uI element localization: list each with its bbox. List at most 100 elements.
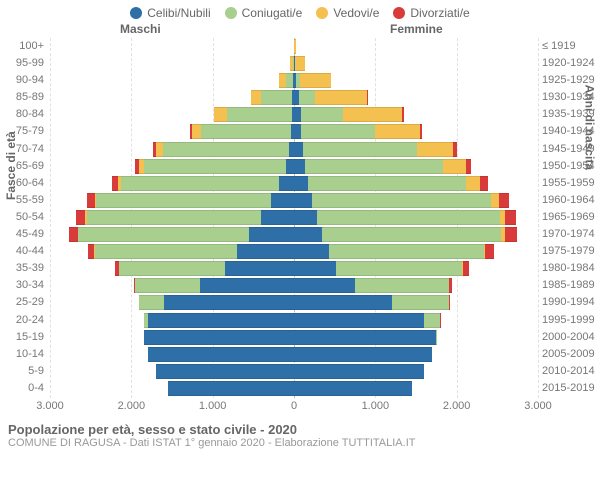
- female-bar: [294, 364, 424, 379]
- bar-segment: [163, 142, 289, 157]
- bar-segment: [402, 107, 404, 122]
- age-label: 45-49: [0, 226, 44, 243]
- female-bar: [294, 73, 331, 88]
- female-bar: [294, 227, 517, 242]
- bar-segment: [294, 295, 392, 310]
- bar-segment: [78, 227, 249, 242]
- bar-segment: [156, 364, 294, 379]
- birth-year-label: 1970-1974: [542, 226, 600, 243]
- age-row: 95-991920-1924: [50, 55, 538, 72]
- age-row: 70-741945-1949: [50, 141, 538, 158]
- age-label: 60-64: [0, 175, 44, 192]
- section-labels: Maschi Femmine: [0, 20, 600, 38]
- female-bar: [294, 159, 471, 174]
- bar-segment: [148, 313, 294, 328]
- legend-label: Vedovi/e: [333, 6, 379, 20]
- bar-segment: [279, 176, 294, 191]
- legend-swatch: [316, 7, 328, 19]
- male-bar: [135, 159, 294, 174]
- male-bar: [214, 107, 295, 122]
- bar-segment: [466, 176, 480, 191]
- age-label: 35-39: [0, 260, 44, 277]
- legend-label: Celibi/Nubili: [147, 6, 210, 20]
- bar-segment: [76, 210, 85, 225]
- birth-year-label: 1980-1984: [542, 260, 600, 277]
- bar-segment: [294, 193, 312, 208]
- birth-year-label: 1950-1954: [542, 158, 600, 175]
- bar-segment: [449, 295, 450, 310]
- birth-year-label: 1920-1924: [542, 55, 600, 72]
- female-heading: Femmine: [390, 22, 443, 36]
- male-bar: [69, 227, 294, 242]
- legend-label: Divorziati/e: [410, 6, 469, 20]
- bar-segment: [294, 210, 317, 225]
- female-bar: [294, 330, 437, 345]
- bar-segment: [227, 107, 292, 122]
- birth-year-label: 1985-1989: [542, 277, 600, 294]
- female-bar: [294, 39, 296, 54]
- x-tick-label: 3.000: [36, 400, 64, 412]
- age-row: 5-92010-2014: [50, 363, 538, 380]
- bar-segment: [87, 193, 95, 208]
- age-label: 90-94: [0, 72, 44, 89]
- grid-line: [538, 38, 539, 398]
- bar-segment: [305, 159, 443, 174]
- legend-label: Coniugati/e: [242, 6, 303, 20]
- male-bar: [88, 244, 294, 259]
- birth-year-label: 1930-1934: [542, 89, 600, 106]
- x-tick-label: 1.000: [362, 400, 390, 412]
- age-label: 50-54: [0, 209, 44, 226]
- bar-segment: [271, 193, 294, 208]
- birth-year-label: 1990-1994: [542, 294, 600, 311]
- bar-segment: [336, 261, 462, 276]
- bar-segment: [294, 142, 303, 157]
- bar-segment: [505, 210, 516, 225]
- bar-segment: [417, 142, 454, 157]
- x-tick-label: 2.000: [118, 400, 146, 412]
- age-row: 25-291990-1994: [50, 294, 538, 311]
- bar-segment: [192, 124, 202, 139]
- chart-title: Popolazione per età, sesso e stato civil…: [8, 422, 592, 437]
- age-label: 75-79: [0, 123, 44, 140]
- bar-segment: [249, 227, 294, 242]
- x-tick-label: 0: [291, 400, 297, 412]
- female-bar: [294, 244, 494, 259]
- female-bar: [294, 124, 422, 139]
- male-bar: [251, 90, 295, 105]
- age-label: 100+: [0, 38, 44, 55]
- male-heading: Maschi: [120, 22, 161, 36]
- female-bar: [294, 347, 432, 362]
- legend-swatch: [130, 7, 142, 19]
- age-row: 45-491970-1974: [50, 226, 538, 243]
- bar-segment: [294, 39, 296, 54]
- age-label: 80-84: [0, 106, 44, 123]
- age-row: 90-941925-1929: [50, 72, 538, 89]
- age-label: 0-4: [0, 380, 44, 397]
- bar-segment: [148, 347, 294, 362]
- bar-segment: [261, 210, 294, 225]
- female-bar: [294, 176, 488, 191]
- bar-segment: [355, 278, 449, 293]
- bar-segment: [367, 90, 368, 105]
- male-bar: [190, 124, 294, 139]
- bar-segment: [69, 227, 78, 242]
- age-row: 80-841935-1939: [50, 106, 538, 123]
- bar-segment: [443, 159, 466, 174]
- bar-segment: [294, 261, 336, 276]
- female-bar: [294, 193, 509, 208]
- bar-segment: [301, 107, 343, 122]
- bar-segment: [261, 90, 292, 105]
- bar-segment: [286, 159, 294, 174]
- birth-year-label: 2005-2009: [542, 346, 600, 363]
- age-row: 30-341985-1989: [50, 277, 538, 294]
- bar-segment: [420, 124, 422, 139]
- bar-segment: [480, 176, 487, 191]
- bar-segment: [317, 210, 500, 225]
- male-bar: [87, 193, 294, 208]
- birth-year-label: 1945-1949: [542, 141, 600, 158]
- chart-subtitle: COMUNE DI RAGUSA - Dati ISTAT 1° gennaio…: [8, 437, 592, 449]
- x-axis: 3.0002.0001.00001.0002.0003.000: [50, 398, 538, 418]
- bar-segment: [315, 90, 367, 105]
- bar-segment: [294, 330, 436, 345]
- female-bar: [294, 107, 404, 122]
